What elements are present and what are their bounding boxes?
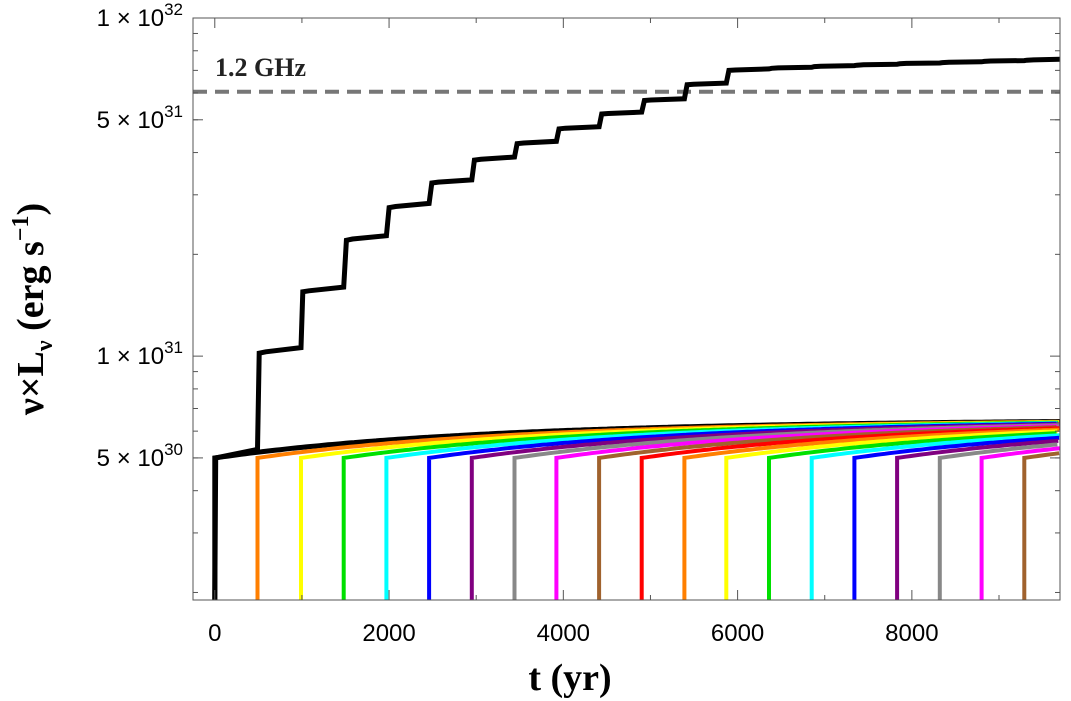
plot-frame [192, 17, 1061, 601]
y-tick-label: 5 × 1030 [97, 440, 183, 472]
y-axis-ticks: 1 × 1032 5 × 1031 1 × 1031 5 × 1030 [97, 0, 1060, 593]
y-axis-title-subscript: ν [32, 340, 58, 352]
component-curve [724, 429, 1058, 600]
component-curves [212, 419, 1060, 600]
y-axis-title-main: ν×L [10, 351, 52, 416]
total-luminosity-line [212, 56, 1060, 600]
component-curve [979, 446, 1060, 600]
x-tick-label: 6000 [711, 620, 764, 647]
x-axis-ticks: 0 2000 4000 6000 8000 [208, 18, 1000, 647]
frequency-annotation: 1.2 GHz [215, 53, 306, 82]
component-curve [682, 427, 1060, 600]
y-tick-label: 1 × 1032 [97, 0, 183, 32]
x-axis-title: t (yr) [528, 657, 611, 699]
x-tick-label: 4000 [537, 620, 590, 647]
y-axis-title: ν×Lν (erg s−1) [8, 203, 58, 416]
y-tick-label: 1 × 1031 [97, 338, 183, 370]
y-axis-title-exponent: −1 [8, 216, 34, 242]
y-axis-title-close: ) [10, 203, 52, 216]
component-curve [767, 431, 1057, 600]
y-tick-label: 5 × 1031 [97, 102, 183, 134]
component-curve [809, 433, 1060, 600]
component-curve [1022, 451, 1060, 600]
x-tick-label: 0 [208, 620, 221, 647]
component-curve [895, 438, 1059, 600]
y-axis-title-units: (erg s [10, 241, 52, 340]
component-curve [937, 442, 1058, 600]
component-curve [852, 435, 1060, 600]
x-tick-label: 8000 [885, 620, 938, 647]
x-tick-label: 2000 [362, 620, 415, 647]
